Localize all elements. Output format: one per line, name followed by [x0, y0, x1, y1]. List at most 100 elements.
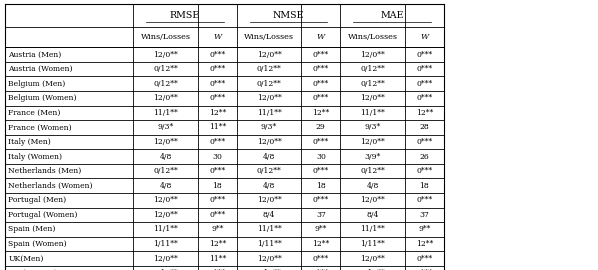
Text: Wins/Losses: Wins/Losses: [141, 33, 191, 41]
Text: Portugal (Women): Portugal (Women): [8, 211, 78, 219]
Text: 12/0**: 12/0**: [153, 50, 178, 59]
Text: 3/9*: 3/9*: [364, 153, 381, 161]
Text: 12/0**: 12/0**: [257, 196, 282, 204]
Text: 0***: 0***: [313, 65, 329, 73]
Text: 0***: 0***: [416, 269, 432, 270]
Text: 12/0**: 12/0**: [153, 196, 178, 204]
Text: 12/0**: 12/0**: [360, 196, 385, 204]
Text: 0***: 0***: [209, 269, 225, 270]
Text: 0/12**: 0/12**: [153, 167, 178, 175]
Text: 0***: 0***: [209, 138, 225, 146]
Text: Austria (Men): Austria (Men): [8, 50, 62, 59]
Text: 12/0**: 12/0**: [153, 255, 178, 263]
Text: 11/1**: 11/1**: [257, 225, 282, 234]
Text: 18: 18: [419, 182, 429, 190]
Text: 12/0**: 12/0**: [153, 211, 178, 219]
Text: 11/1**: 11/1**: [153, 109, 178, 117]
Text: 12**: 12**: [209, 240, 226, 248]
Text: 0***: 0***: [313, 80, 329, 88]
Text: Italy (Men): Italy (Men): [8, 138, 51, 146]
Text: 9**: 9**: [211, 225, 224, 234]
Text: 12/0**: 12/0**: [257, 138, 282, 146]
Text: 9/3*: 9/3*: [261, 123, 277, 131]
Text: 12/0**: 12/0**: [153, 94, 178, 102]
Text: 12**: 12**: [416, 109, 433, 117]
Text: 0/12**: 0/12**: [360, 80, 385, 88]
Text: 0/12**: 0/12**: [257, 167, 282, 175]
Text: W: W: [213, 33, 221, 41]
Text: 0/12**: 0/12**: [153, 80, 178, 88]
Text: 9/3*: 9/3*: [157, 123, 174, 131]
Text: 8/4: 8/4: [367, 211, 379, 219]
Text: 12/0**: 12/0**: [360, 138, 385, 146]
Text: Portugal (Men): Portugal (Men): [8, 196, 66, 204]
Text: 4/8: 4/8: [160, 153, 172, 161]
Text: France (Men): France (Men): [8, 109, 61, 117]
Text: 0***: 0***: [313, 269, 329, 270]
Text: Spain (Women): Spain (Women): [8, 240, 67, 248]
Text: 11**: 11**: [209, 123, 226, 131]
Text: 9**: 9**: [418, 225, 431, 234]
Text: 30: 30: [316, 153, 326, 161]
Text: Italy (Women): Italy (Women): [8, 153, 62, 161]
Text: 0/12**: 0/12**: [360, 167, 385, 175]
Text: 28: 28: [419, 123, 429, 131]
Text: 0***: 0***: [313, 94, 329, 102]
Text: 1/11**: 1/11**: [360, 240, 385, 248]
Text: 26: 26: [419, 153, 429, 161]
Text: MAE: MAE: [380, 11, 404, 20]
Text: 0/12**: 0/12**: [153, 65, 178, 73]
Text: 0***: 0***: [313, 196, 329, 204]
Text: 0***: 0***: [416, 80, 432, 88]
Text: 30: 30: [212, 153, 222, 161]
Text: 0***: 0***: [209, 94, 225, 102]
Text: UK(Men): UK(Men): [8, 255, 44, 263]
Text: 12/0**: 12/0**: [257, 50, 282, 59]
Text: 0/12**: 0/12**: [153, 269, 178, 270]
Text: 0***: 0***: [313, 167, 329, 175]
Text: 0***: 0***: [313, 138, 329, 146]
Text: Austria (Women): Austria (Women): [8, 65, 73, 73]
Text: 0/12**: 0/12**: [257, 65, 282, 73]
Text: 0/12**: 0/12**: [360, 269, 385, 270]
Text: 0***: 0***: [416, 255, 432, 263]
Text: Wins/Losses: Wins/Losses: [347, 33, 398, 41]
Text: Netherlands (Women): Netherlands (Women): [8, 182, 93, 190]
Text: 12**: 12**: [312, 240, 329, 248]
Text: 4/8: 4/8: [160, 182, 172, 190]
Text: 0/12**: 0/12**: [360, 65, 385, 73]
Text: RMSE: RMSE: [170, 11, 200, 20]
Text: 4/8: 4/8: [367, 182, 379, 190]
Text: 9/3*: 9/3*: [364, 123, 381, 131]
Text: W: W: [420, 33, 428, 41]
Text: Belgium (Men): Belgium (Men): [8, 80, 66, 88]
Text: 0***: 0***: [313, 255, 329, 263]
Text: 12**: 12**: [312, 109, 329, 117]
Text: Wins/Losses: Wins/Losses: [244, 33, 294, 41]
Text: 0***: 0***: [416, 167, 432, 175]
Text: 0***: 0***: [416, 196, 432, 204]
Text: 29: 29: [316, 123, 326, 131]
Text: 12/0**: 12/0**: [360, 94, 385, 102]
Text: Netherlands (Men): Netherlands (Men): [8, 167, 81, 175]
Text: 11/1**: 11/1**: [360, 225, 385, 234]
Text: Belgium (Women): Belgium (Women): [8, 94, 77, 102]
Text: 0***: 0***: [209, 65, 225, 73]
Text: 0***: 0***: [313, 50, 329, 59]
Text: France (Women): France (Women): [8, 123, 72, 131]
Text: 12/0**: 12/0**: [257, 255, 282, 263]
Text: 18: 18: [316, 182, 326, 190]
Text: 18: 18: [212, 182, 222, 190]
Text: 1/11**: 1/11**: [257, 240, 282, 248]
Text: Spain (Men): Spain (Men): [8, 225, 56, 234]
Text: 0***: 0***: [209, 80, 225, 88]
Text: 12/0**: 12/0**: [360, 255, 385, 263]
Text: 0***: 0***: [416, 65, 432, 73]
Text: 0/12**: 0/12**: [257, 80, 282, 88]
Text: 0***: 0***: [209, 50, 225, 59]
Text: 11/1**: 11/1**: [360, 109, 385, 117]
Text: 0***: 0***: [209, 167, 225, 175]
Text: 11/1**: 11/1**: [257, 109, 282, 117]
Text: 0***: 0***: [416, 50, 432, 59]
Text: 37: 37: [419, 211, 429, 219]
